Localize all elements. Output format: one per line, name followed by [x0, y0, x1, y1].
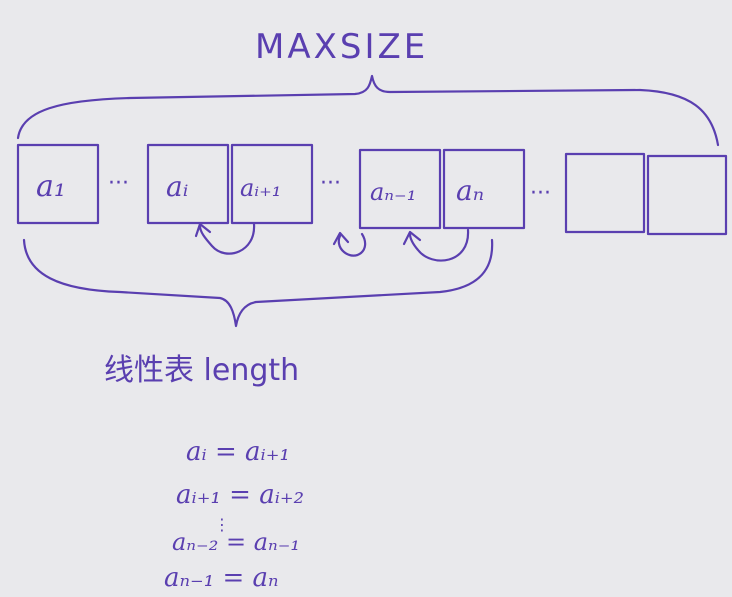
cell-empty-2 — [646, 154, 728, 236]
equation-3: aₙ₋₂ = aₙ₋₁ — [172, 528, 300, 556]
equation-1: aᵢ = aᵢ₊₁ — [186, 437, 290, 467]
cell-box — [358, 148, 442, 230]
cell-box — [442, 148, 526, 230]
cell-label: aᵢ — [166, 170, 188, 203]
maxsize-title: MAXSIZE — [255, 27, 428, 67]
shift-arrow-2 — [332, 231, 367, 257]
cell-box — [146, 143, 230, 225]
ellipsis-3: ··· — [530, 181, 551, 206]
length-brace — [22, 238, 494, 328]
ellipsis-2: ··· — [320, 171, 341, 196]
length-label: 线性表 length — [104, 353, 299, 388]
arrow-curve — [408, 228, 470, 262]
arrow-curve — [198, 222, 256, 255]
equation-2: aᵢ₊₁ = aᵢ₊₂ — [176, 480, 304, 510]
arrowhead — [332, 231, 350, 246]
shift-arrow-3 — [402, 228, 470, 262]
cell-an: aₙ — [442, 148, 526, 230]
shift-arrow-1 — [194, 222, 256, 255]
equation-4: aₙ₋₁ = aₙ — [164, 563, 279, 593]
cell-box — [564, 152, 646, 234]
arrowhead — [402, 230, 422, 246]
cell-box — [230, 143, 314, 225]
cell-label: aₙ — [456, 174, 484, 207]
cell-a1: a₁ — [16, 143, 100, 225]
cell-label: a₁ — [36, 169, 66, 204]
cell-an-minus-1: aₙ₋₁ — [358, 148, 442, 230]
cell-empty-1 — [564, 152, 646, 234]
ellipsis-1: ··· — [108, 171, 129, 196]
cell-label: aᵢ₊₁ — [240, 174, 281, 202]
arrowhead — [194, 222, 212, 238]
arrow-curve — [337, 232, 367, 257]
maxsize-brace — [16, 74, 720, 147]
cell-box — [646, 154, 728, 236]
cell-box — [16, 143, 100, 225]
cell-ai: aᵢ — [146, 143, 230, 225]
equation-ellipsis: ⋮ — [214, 515, 230, 534]
cell-label: aₙ₋₁ — [370, 178, 416, 206]
cell-ai-plus-1: aᵢ₊₁ — [230, 143, 314, 225]
